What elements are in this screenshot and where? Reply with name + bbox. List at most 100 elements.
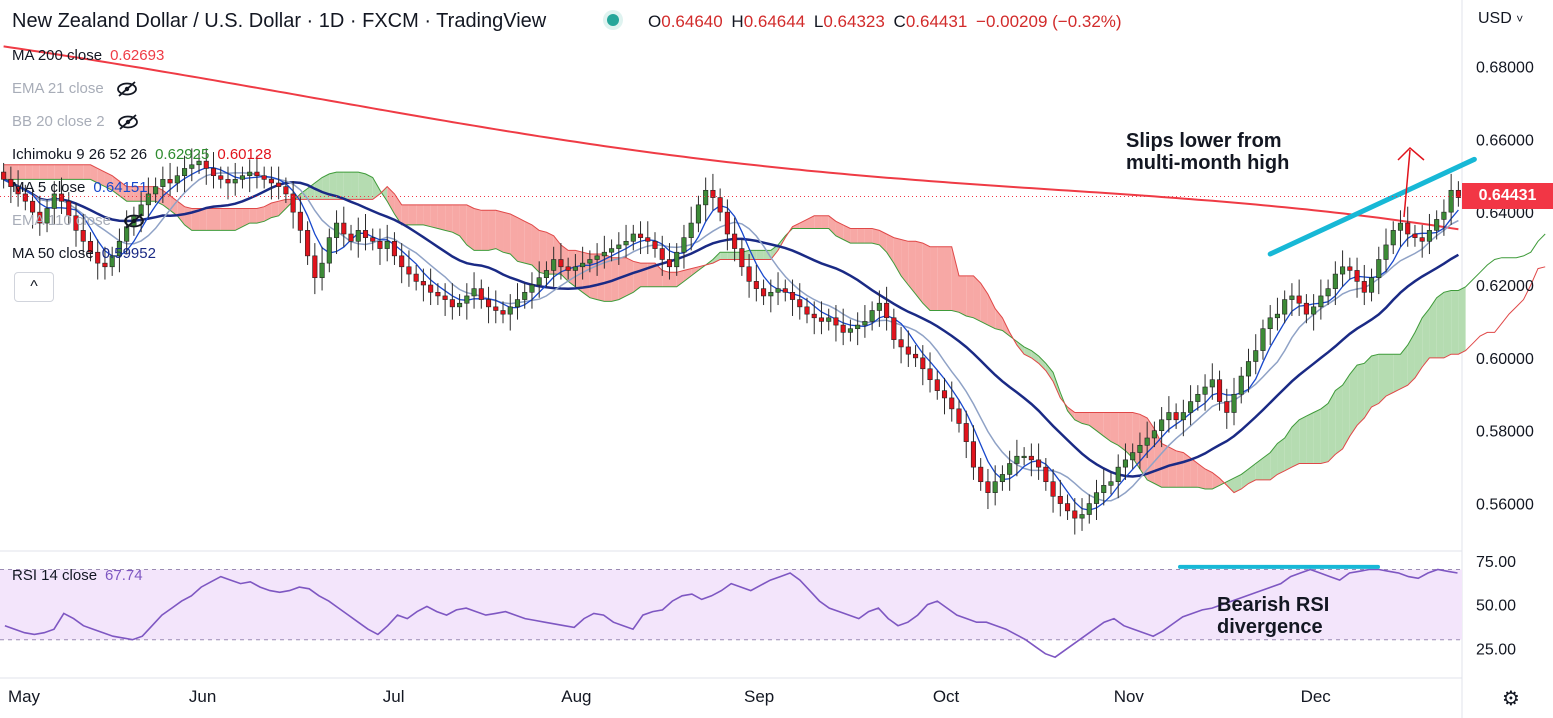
candle-body xyxy=(934,379,940,391)
candle xyxy=(1434,210,1440,240)
ichimoku-cloud-segment xyxy=(560,244,569,282)
candle xyxy=(1108,472,1114,495)
candle xyxy=(1303,294,1309,324)
ichimoku-cloud-segment xyxy=(828,215,836,236)
candle xyxy=(681,224,687,269)
candle-body xyxy=(891,317,897,340)
candle-body xyxy=(1426,230,1432,242)
candle-body xyxy=(218,175,224,180)
ichimoku-cloud-segment xyxy=(213,208,221,231)
candle xyxy=(789,279,796,316)
candle xyxy=(543,261,549,287)
candle xyxy=(1412,224,1418,247)
legend-ichimoku[interactable]: Ichimoku 9 26 52 26 0.62925 0.60128 xyxy=(12,146,272,163)
price-tick-label: 0.62000 xyxy=(1476,278,1534,295)
candle-body xyxy=(1224,401,1230,413)
eye-hidden-icon[interactable] xyxy=(123,213,145,229)
candle-body xyxy=(1325,288,1331,297)
legend-ma50[interactable]: MA 50 close 0.59952 xyxy=(12,245,156,262)
candle xyxy=(1028,443,1034,477)
candle-body xyxy=(941,390,948,399)
candle-body xyxy=(1188,401,1194,413)
ichimoku-cloud-segment xyxy=(54,164,62,180)
collapse-legend-button[interactable]: ^ xyxy=(14,272,54,302)
candle-body xyxy=(485,299,492,308)
ichimoku-cloud-segment xyxy=(1328,390,1336,462)
ichimoku-cloud-segment xyxy=(1400,345,1408,389)
candle xyxy=(66,192,72,225)
ichimoku-cloud-segment xyxy=(987,294,996,329)
candle xyxy=(782,279,788,302)
candle-body xyxy=(970,441,977,468)
candle xyxy=(167,162,173,196)
ichimoku-cloud-segment xyxy=(1429,297,1437,358)
candle xyxy=(312,243,318,295)
candle xyxy=(160,166,166,204)
candle xyxy=(102,246,108,280)
rsi-legend[interactable]: RSI 14 close 67.74 xyxy=(12,567,143,584)
candle xyxy=(1238,366,1244,404)
ichimoku-cloud-segment xyxy=(633,261,641,293)
legend-ema21[interactable]: EMA 21 close xyxy=(12,80,138,97)
eye-hidden-icon[interactable] xyxy=(116,81,138,97)
candle-body xyxy=(732,233,738,249)
candle-body xyxy=(500,310,506,315)
candle xyxy=(963,410,969,459)
legend-ma200[interactable]: MA 200 close 0.62693 xyxy=(12,47,164,64)
candle xyxy=(601,235,607,269)
candle xyxy=(956,399,962,433)
legend-bb20[interactable]: BB 20 close 2 xyxy=(12,113,139,130)
candle-body xyxy=(1007,463,1013,475)
candle-body xyxy=(1014,455,1020,464)
price-tick-label: 0.56000 xyxy=(1476,497,1534,514)
candle-body xyxy=(464,295,470,304)
candle xyxy=(1166,396,1172,433)
candle-body xyxy=(1347,266,1353,271)
ichimoku-cloud-segment xyxy=(32,164,40,180)
candle-body xyxy=(203,160,209,169)
ichimoku-cloud-segment xyxy=(1262,452,1271,480)
current-price-label: 0.64431 xyxy=(1462,183,1553,209)
candle xyxy=(1014,439,1020,477)
gear-icon[interactable]: ⚙ xyxy=(1502,688,1520,710)
candle xyxy=(862,305,868,338)
candle-body xyxy=(717,197,723,213)
ichimoku-cloud-segment xyxy=(401,204,409,225)
ichimoku-cloud-segment xyxy=(1234,474,1242,493)
candle xyxy=(1101,468,1107,506)
legend-ema110[interactable]: EMA 110 close xyxy=(12,212,145,229)
candle xyxy=(297,195,303,244)
candle xyxy=(659,235,665,276)
candle xyxy=(391,232,397,265)
candle-body xyxy=(51,193,57,209)
ohlc-change: −0.00209 (−0.32%) xyxy=(976,12,1122,31)
ichimoku-cloud-segment xyxy=(922,243,931,311)
ichimoku-cloud-segment xyxy=(1313,408,1321,464)
candle-body xyxy=(312,255,318,279)
candle-body xyxy=(1122,459,1128,468)
ichimoku-cloud-segment xyxy=(343,172,352,200)
ichimoku-cloud-segment xyxy=(1161,443,1169,488)
candle-body xyxy=(884,302,890,319)
candle-body xyxy=(95,251,101,264)
ichimoku-cloud-segment xyxy=(1024,346,1032,358)
ichimoku-cloud-segment xyxy=(582,252,590,298)
legend-ma5[interactable]: MA 5 close 0.64151 xyxy=(12,179,148,196)
ichimoku-cloud-segment xyxy=(1031,350,1039,364)
eye-hidden-icon[interactable] xyxy=(117,114,139,130)
trend-line xyxy=(1267,156,1477,257)
currency-selector[interactable]: USD ˅ xyxy=(1478,10,1523,28)
candle xyxy=(326,228,332,273)
ichimoku-cloud-segment xyxy=(597,254,605,302)
candle xyxy=(645,221,651,255)
candle xyxy=(370,228,376,251)
candle xyxy=(348,224,354,251)
candle-body xyxy=(746,266,752,282)
candle xyxy=(449,283,455,320)
chart-title: New Zealand Dollar / U.S. Dollar · 1D · … xyxy=(12,10,547,32)
candle-body xyxy=(239,175,246,180)
candle-body xyxy=(681,237,687,253)
candle xyxy=(551,246,557,287)
ichimoku-cloud-segment xyxy=(1110,412,1119,446)
